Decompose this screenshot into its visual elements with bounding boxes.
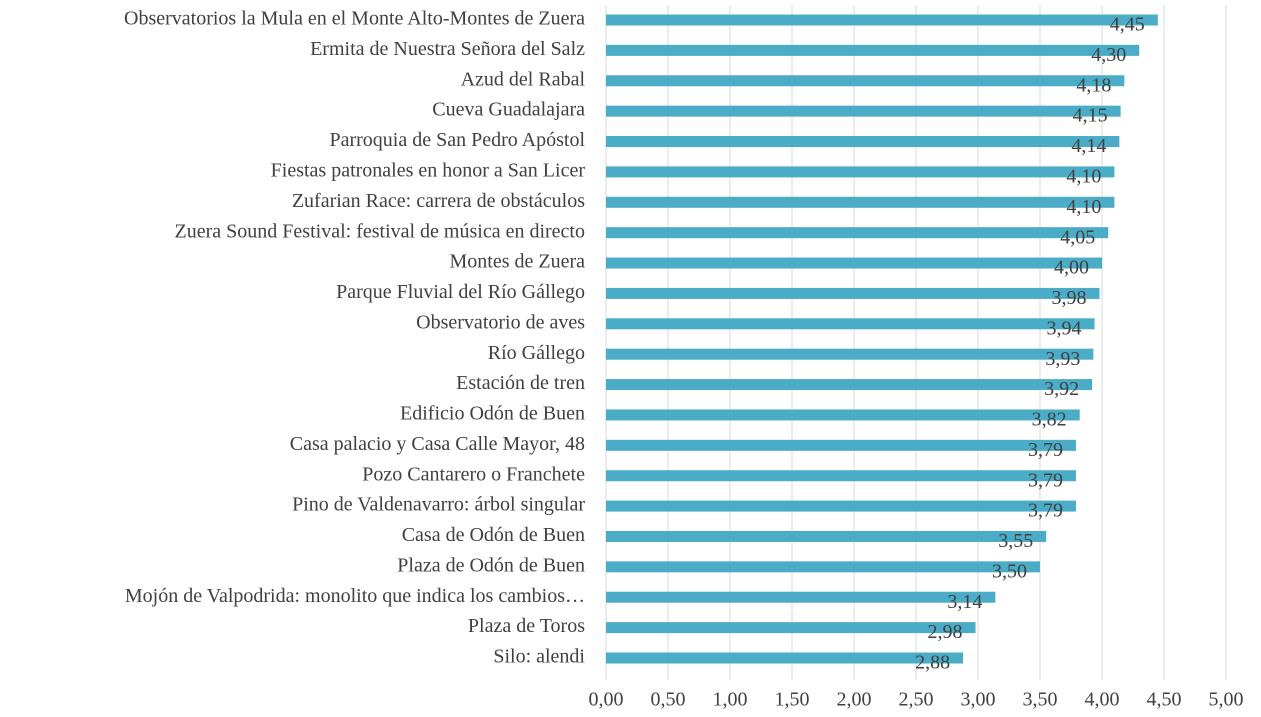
y-tick-label: Zuera Sound Festival: festival de música…	[175, 220, 585, 242]
bar	[606, 348, 1094, 360]
x-tick-label: 4,50	[1147, 689, 1182, 711]
y-tick-label: Pino de Valdenavarro: árbol singular	[292, 494, 585, 516]
value-label: 4,05	[1060, 226, 1095, 248]
x-tick-label: 2,50	[899, 689, 934, 711]
value-label: 3,93	[1045, 348, 1080, 370]
y-tick-label: Plaza de Odón de Buen	[397, 554, 585, 576]
y-tick-label: Plaza de Toros	[468, 615, 585, 637]
bar	[606, 530, 1047, 542]
x-tick-label: 3,00	[961, 689, 996, 711]
bar	[606, 105, 1121, 117]
y-tick-label: Pozo Cantarero o Franchete	[362, 463, 585, 485]
y-tick-label: Estación de tren	[456, 372, 585, 394]
value-label: 2,88	[915, 652, 950, 674]
y-tick-label: Mojón de Valpodrida: monolito que indica…	[125, 585, 585, 607]
bar	[606, 409, 1080, 421]
value-label: 4,18	[1076, 74, 1111, 96]
bar	[606, 591, 996, 603]
y-tick-label: Silo: alendi	[493, 646, 585, 668]
y-tick-label: Cueva Guadalajara	[432, 99, 585, 121]
x-tick-label: 1,50	[775, 689, 810, 711]
bar	[606, 439, 1076, 451]
bar	[606, 257, 1102, 269]
value-label: 3,92	[1044, 378, 1079, 400]
value-label: 3,55	[998, 530, 1033, 552]
value-label: 4,00	[1054, 257, 1089, 279]
x-tick-label: 0,50	[651, 689, 686, 711]
x-tick-label: 4,00	[1085, 689, 1120, 711]
bar	[606, 652, 964, 664]
bar	[606, 287, 1100, 299]
value-label: 4,14	[1071, 135, 1106, 157]
value-label: 2,98	[928, 621, 963, 643]
bar	[606, 14, 1158, 26]
value-label: 3,79	[1028, 469, 1063, 491]
y-tick-label: Ermita de Nuestra Señora del Salz	[310, 38, 585, 60]
bar	[606, 500, 1076, 512]
y-tick-label: Casa de Odón de Buen	[402, 524, 585, 546]
bar	[606, 379, 1093, 391]
bar	[606, 136, 1120, 148]
x-tick-label: 3,50	[1023, 689, 1058, 711]
y-tick-label: Parroquia de San Pedro Apóstol	[329, 129, 585, 151]
bar	[606, 166, 1115, 178]
value-label: 3,98	[1052, 287, 1087, 309]
x-tick-label: 0,00	[589, 689, 624, 711]
y-tick-label: Casa palacio y Casa Calle Mayor, 48	[290, 433, 585, 455]
value-label: 3,79	[1028, 439, 1063, 461]
bar	[606, 561, 1040, 573]
bar	[606, 622, 976, 634]
bar	[606, 196, 1115, 208]
y-tick-label: Montes de Zuera	[449, 251, 585, 273]
value-label: 3,79	[1028, 500, 1063, 522]
x-tick-label: 2,00	[837, 689, 872, 711]
bar	[606, 75, 1125, 87]
value-label: 3,82	[1032, 409, 1067, 431]
y-tick-label: Azud del Rabal	[461, 68, 586, 90]
value-label: 4,10	[1066, 196, 1101, 218]
value-label: 4,45	[1110, 14, 1145, 36]
y-tick-label: Zufarian Race: carrera de obstáculos	[292, 190, 585, 212]
y-tick-label: Observatorios la Mula en el Monte Alto-M…	[124, 8, 585, 30]
y-tick-label: Parque Fluvial del Río Gállego	[336, 281, 585, 303]
value-label: 4,10	[1066, 165, 1101, 187]
value-label: 3,14	[947, 591, 982, 613]
y-tick-label: Fiestas patronales en honor a San Licer	[271, 159, 586, 181]
bar	[606, 470, 1076, 482]
value-label: 3,94	[1047, 317, 1082, 339]
y-tick-label: Edificio Odón de Buen	[400, 403, 585, 425]
value-label: 4,15	[1073, 105, 1108, 127]
bar	[606, 44, 1140, 56]
y-tick-label: Río Gállego	[488, 342, 585, 364]
x-tick-label: 5,00	[1209, 689, 1244, 711]
y-tick-label: Observatorio de aves	[416, 311, 585, 333]
value-label: 4,30	[1091, 44, 1126, 66]
bar	[606, 227, 1109, 239]
value-label: 3,50	[992, 560, 1027, 582]
bar	[606, 318, 1095, 330]
x-tick-label: 1,00	[713, 689, 748, 711]
